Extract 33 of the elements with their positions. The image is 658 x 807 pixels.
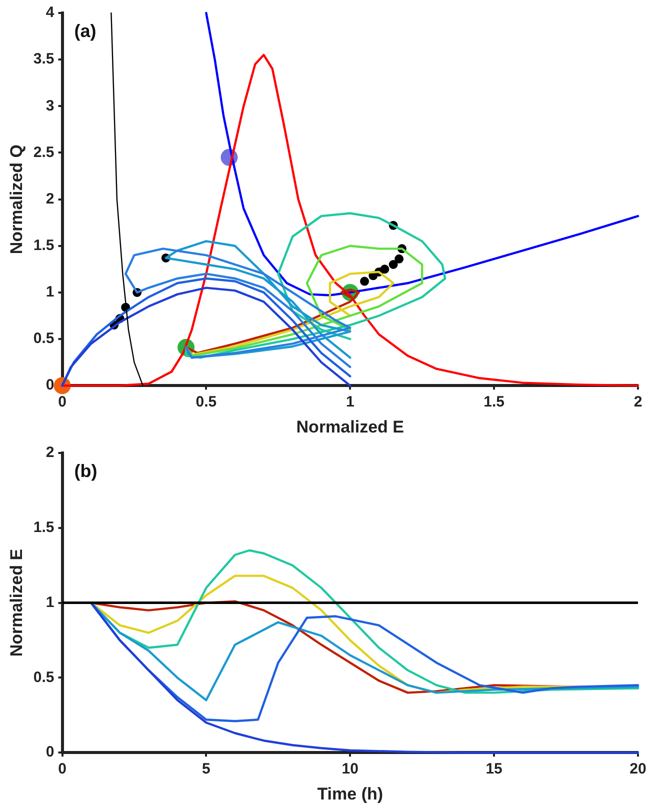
y-tick-label: 1.5 <box>33 519 54 536</box>
y-tick-label: 3 <box>46 97 54 114</box>
y-tick-label: 2 <box>46 444 54 462</box>
annotation: (a) <box>74 20 96 41</box>
y-tick-label: 1 <box>46 594 54 611</box>
y-tick-label: 1 <box>46 284 54 301</box>
x-tick-label: 10 <box>342 760 358 778</box>
y-axis-title: Normalized E <box>6 548 26 657</box>
point <box>360 276 370 286</box>
x-tick-label: 15 <box>486 760 502 778</box>
point <box>394 254 404 264</box>
x-tick-label: 0 <box>58 760 66 778</box>
y-tick-label: 1.5 <box>33 237 54 254</box>
x-tick-label: 0 <box>58 394 66 411</box>
x-tick-label: 20 <box>630 760 646 778</box>
point <box>388 260 398 270</box>
x-axis-title: Normalized E <box>296 417 404 436</box>
y-tick-label: 2 <box>46 190 54 208</box>
y-axis-title: Normalized Q <box>6 144 26 254</box>
x-tick-label: 1 <box>346 394 354 411</box>
y-tick-label: 0 <box>46 744 54 761</box>
x-axis-title: Time (h) <box>317 784 384 804</box>
y-tick-label: 2.5 <box>33 144 54 161</box>
y-tick-label: 0 <box>46 376 54 394</box>
x-tick-label: 2 <box>634 394 642 411</box>
y-tick-label: 3.5 <box>33 50 54 68</box>
y-tick-label: 4 <box>46 4 55 22</box>
x-tick-label: 1.5 <box>484 394 504 411</box>
y-tick-label: 0.5 <box>33 668 54 686</box>
annotation: (b) <box>74 460 98 481</box>
y-tick-label: 0.5 <box>33 330 54 348</box>
x-tick-label: 5 <box>202 760 210 778</box>
x-tick-label: 0.5 <box>196 394 217 411</box>
